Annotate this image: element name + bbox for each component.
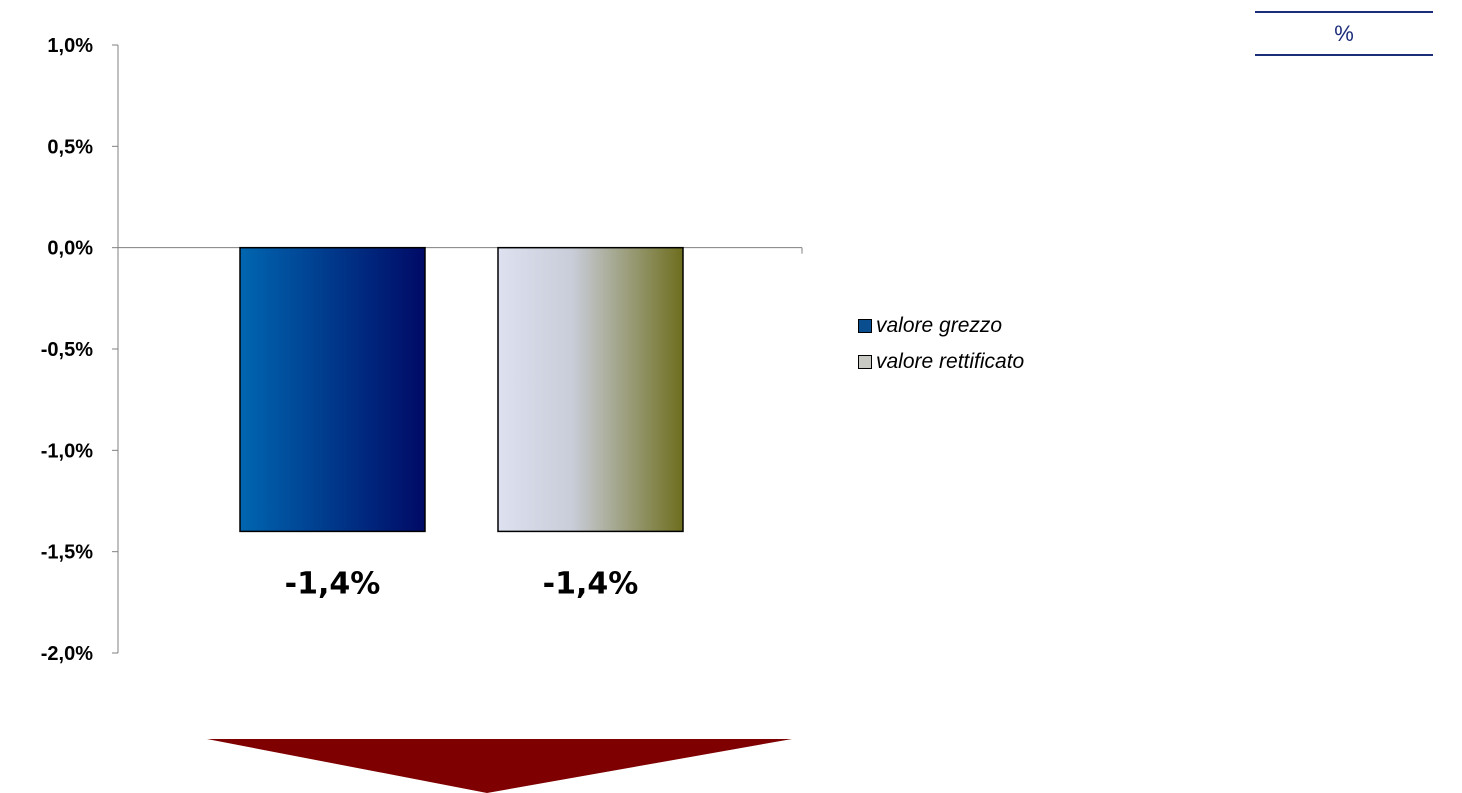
legend-label: valore rettificato bbox=[876, 350, 1025, 373]
legend-item-valore-rettificato: valore rettificato bbox=[858, 348, 1024, 376]
unit-box: % bbox=[1255, 11, 1433, 56]
y-tick-label: 1,0% bbox=[47, 35, 93, 57]
legend-swatch-valore-grezzo bbox=[858, 319, 872, 333]
data-label: -1,4% bbox=[285, 566, 381, 601]
unit-label: % bbox=[1334, 20, 1354, 46]
y-tick-label: -2,0% bbox=[41, 643, 93, 665]
y-axis: 1,0% 0,5% 0,0% -0,5% -1,0% -1,5% -2,0% bbox=[41, 35, 803, 665]
legend-swatch-valore-rettificato bbox=[858, 355, 872, 369]
y-tick-label: 0,5% bbox=[47, 136, 93, 158]
bar-valore-rettificato bbox=[497, 246, 684, 533]
y-tick-label: -0,5% bbox=[41, 339, 93, 361]
y-tick-label: -1,0% bbox=[41, 440, 93, 462]
bars-group bbox=[239, 246, 684, 533]
down-arrow-icon bbox=[207, 739, 792, 793]
legend-label: valore grezzo bbox=[876, 314, 1003, 337]
legend: valore grezzo valore rettificato bbox=[858, 312, 1024, 384]
legend-item-valore-grezzo: valore grezzo bbox=[858, 312, 1024, 340]
y-tick-label: -1,5% bbox=[41, 542, 93, 564]
data-label: -1,4% bbox=[543, 566, 639, 601]
data-labels-group: -1,4% -1,4% bbox=[285, 566, 639, 601]
bar-valore-grezzo bbox=[239, 246, 426, 533]
y-tick-label: 0,0% bbox=[47, 238, 93, 260]
